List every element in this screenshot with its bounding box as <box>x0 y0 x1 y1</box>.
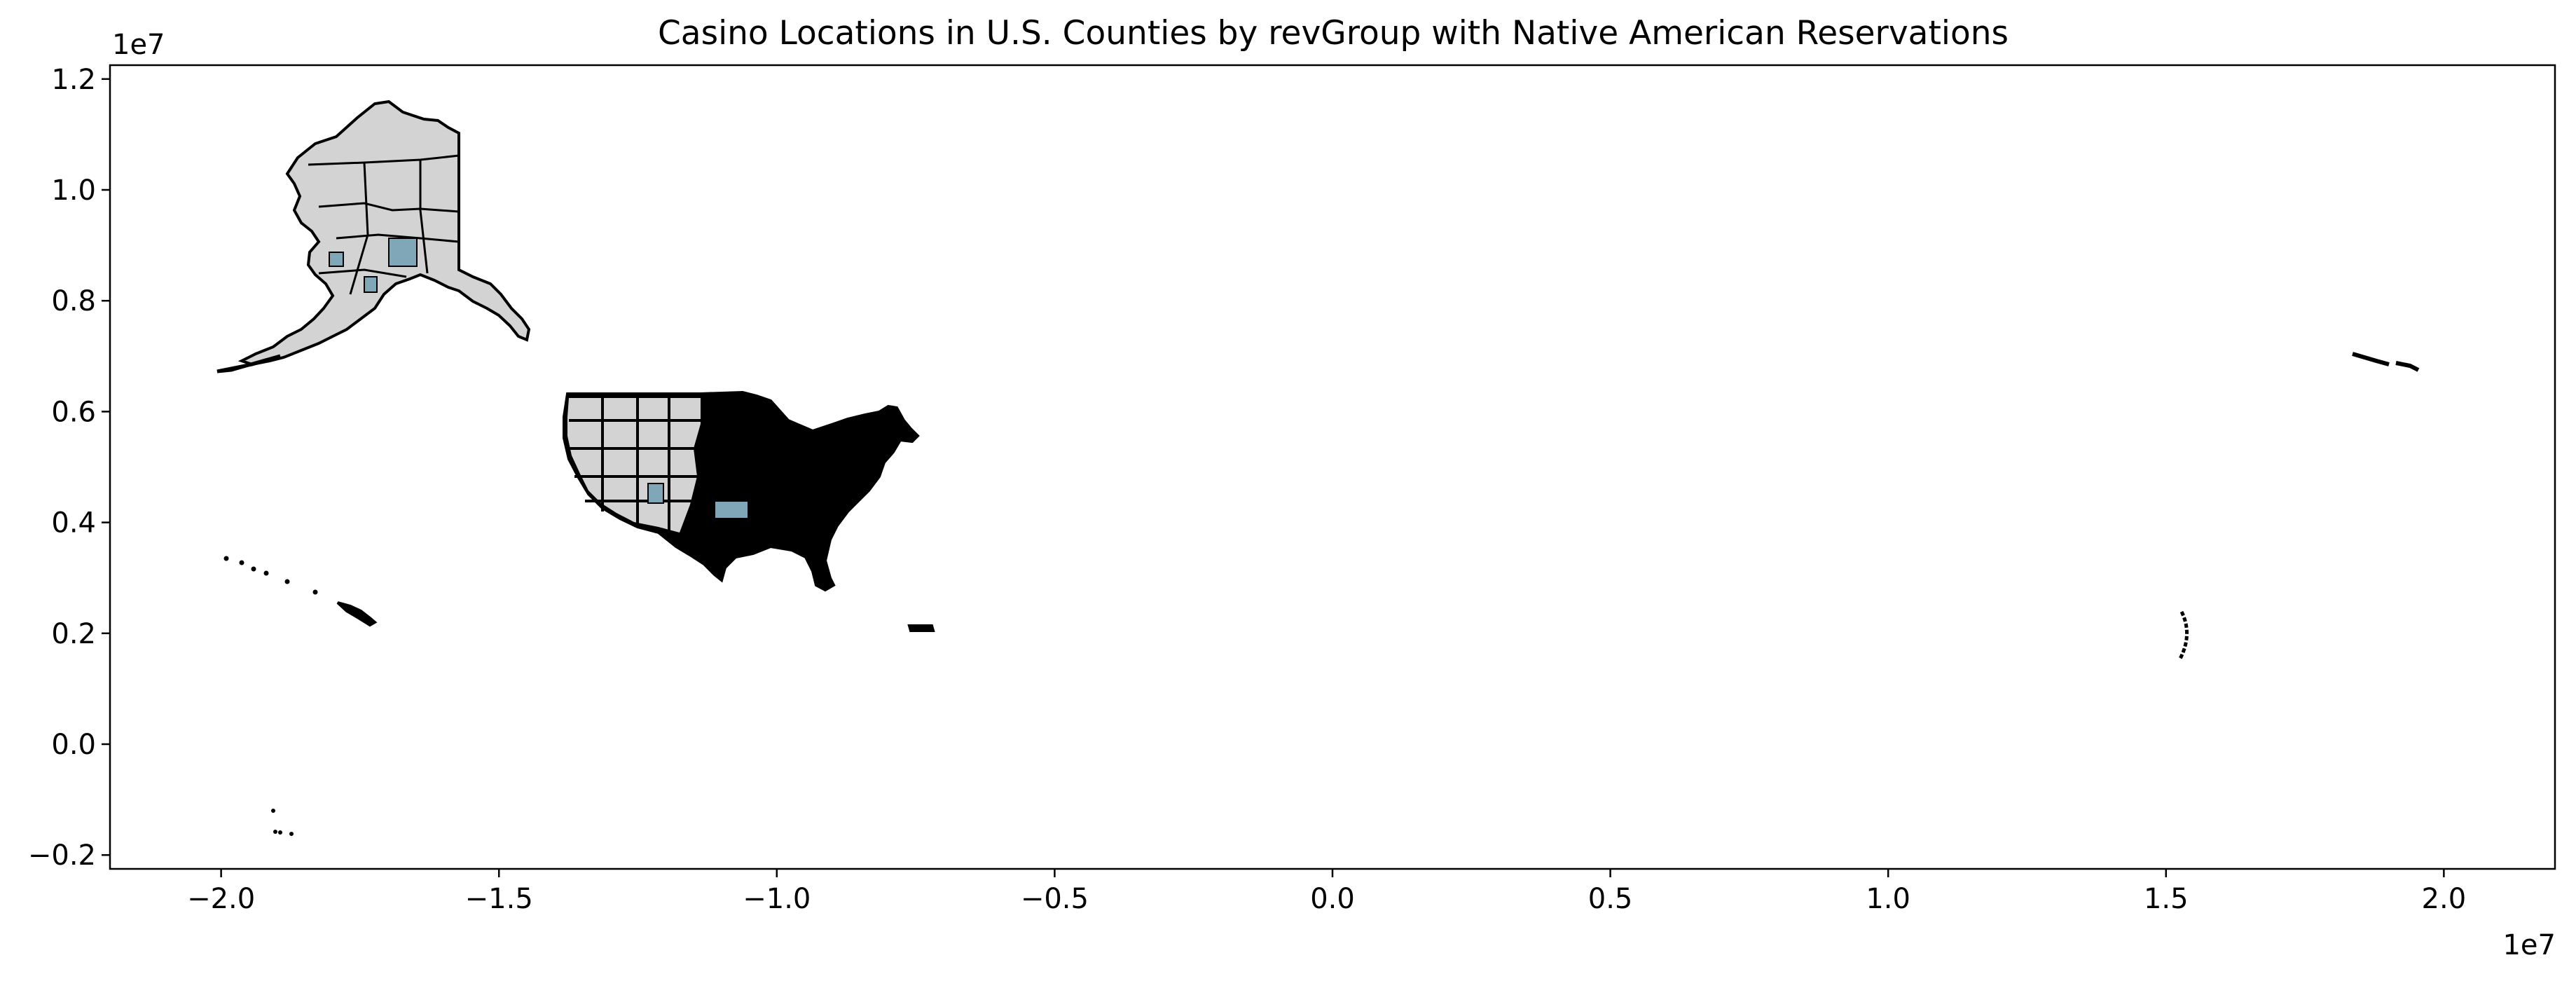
map-layer <box>216 100 2420 836</box>
y-tick-label: 0.0 <box>51 729 96 761</box>
x-offset-label: 1e7 <box>2502 929 2556 961</box>
guam-mariana <box>2178 610 2189 660</box>
y-tick-label: 1.0 <box>51 174 96 207</box>
x-tick-label: −1.0 <box>743 883 811 915</box>
puerto-rico <box>907 624 935 632</box>
y-tick-label: 0.6 <box>51 396 96 428</box>
hawaii <box>223 556 378 627</box>
chart-title: Casino Locations in U.S. Counties by rev… <box>658 14 2009 53</box>
y-offset-label: 1e7 <box>112 29 165 61</box>
y-tick-label: 0.2 <box>51 618 96 650</box>
y-tick-label: 0.8 <box>51 285 96 317</box>
axes-frame <box>109 64 2556 870</box>
x-tick-label: 0.5 <box>1588 883 1633 915</box>
y-axis: 1.2 1.0 0.8 0.6 0.4 0.2 0.0 −0.2 <box>28 64 110 872</box>
contiguous-us-counties <box>563 390 920 592</box>
y-tick-label: 0.4 <box>51 507 96 540</box>
y-tick-label: −0.2 <box>28 839 96 872</box>
x-tick-label: 2.0 <box>2422 883 2467 915</box>
y-tick-label: 1.2 <box>51 64 96 96</box>
x-tick-label: −1.5 <box>465 883 533 915</box>
aleutians-east <box>2352 352 2420 372</box>
x-tick-label: −0.5 <box>1021 883 1089 915</box>
x-tick-label: 1.5 <box>2144 883 2189 915</box>
x-axis: −2.0 −1.5 −1.0 −0.5 0.0 0.5 1.0 1.5 2.0 <box>187 869 2466 915</box>
x-tick-label: 0.0 <box>1310 883 1355 915</box>
alaska-counties <box>216 100 531 373</box>
x-tick-label: 1.0 <box>1866 883 1910 915</box>
american-samoa <box>271 809 294 836</box>
x-tick-label: −2.0 <box>187 883 255 915</box>
